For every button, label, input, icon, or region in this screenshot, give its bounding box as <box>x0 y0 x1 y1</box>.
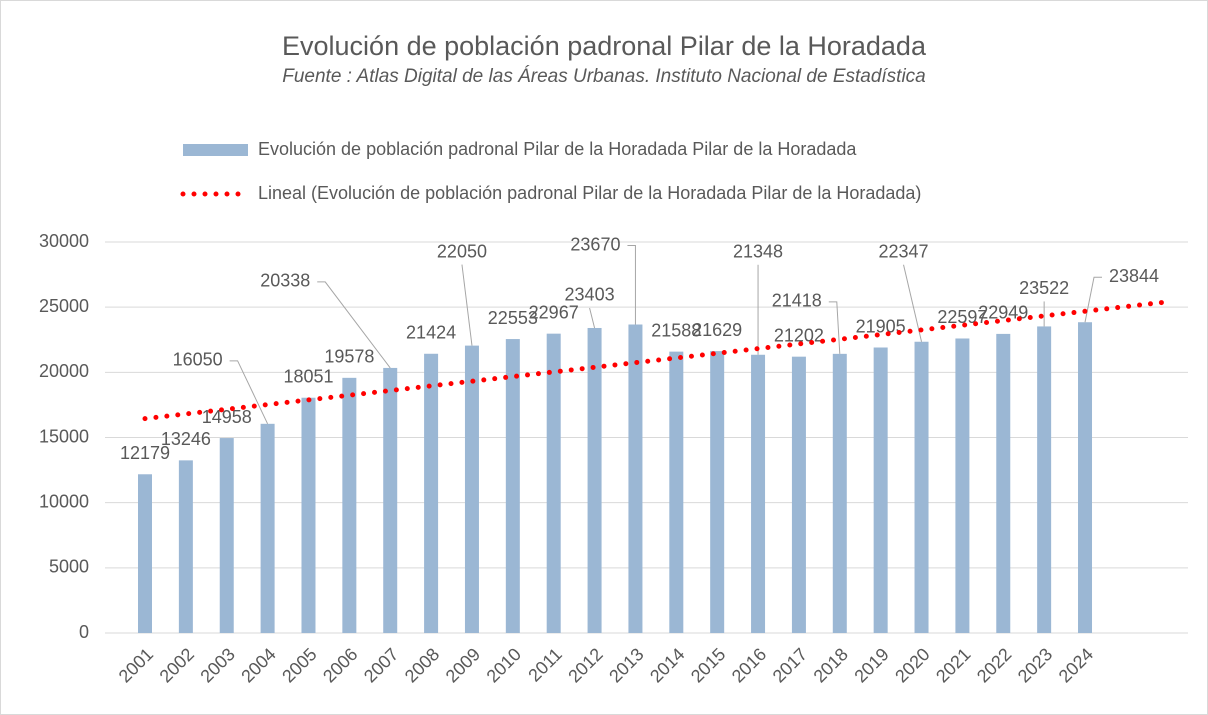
bar <box>464 345 479 633</box>
legend-label: Lineal (Evolución de población padronal … <box>258 183 921 203</box>
bar <box>546 333 561 633</box>
data-label: 18051 <box>283 366 333 386</box>
data-label: 20338 <box>260 271 310 291</box>
leader-line <box>229 360 269 425</box>
bar <box>1078 322 1093 633</box>
bar <box>342 377 357 633</box>
bar <box>383 367 398 633</box>
leader-line <box>317 281 391 369</box>
y-tick-label: 15000 <box>39 426 89 446</box>
chart-title: Evolución de población padronal Pilar de… <box>282 31 927 61</box>
leader-line <box>828 301 841 354</box>
trend-line <box>142 299 1170 422</box>
data-label: 12179 <box>120 443 170 463</box>
leader-line <box>461 264 473 346</box>
data-label: 23403 <box>565 285 615 305</box>
data-label: 16050 <box>173 350 223 370</box>
bar <box>791 356 806 633</box>
data-label: 21348 <box>733 242 783 262</box>
bar <box>260 423 275 633</box>
chart-subtitle: Fuente : Atlas Digital de las Áreas Urba… <box>282 66 926 87</box>
legend-label: Evolución de población padronal Pilar de… <box>258 139 857 159</box>
bar <box>178 460 193 633</box>
data-label: 21905 <box>856 316 906 336</box>
data-label: 19578 <box>324 347 374 367</box>
bar <box>587 327 602 633</box>
leader-line <box>903 264 923 342</box>
data-label: 23844 <box>1109 266 1159 286</box>
bar <box>505 339 520 633</box>
data-label: 21424 <box>406 323 456 343</box>
data-label: 23522 <box>1019 278 1069 298</box>
data-label: 22050 <box>437 241 487 261</box>
bar <box>219 438 234 633</box>
bar <box>301 397 316 633</box>
bar <box>873 347 888 633</box>
bar <box>1037 326 1052 633</box>
data-label: 22967 <box>529 302 579 322</box>
bar <box>996 333 1011 633</box>
y-tick-label: 0 <box>79 622 89 642</box>
y-tick-label: 10000 <box>39 491 89 511</box>
data-label: 22553 <box>488 308 538 328</box>
bar <box>832 353 847 633</box>
data-label: 14958 <box>202 407 252 427</box>
data-label: 21418 <box>772 291 822 311</box>
bar <box>628 324 643 633</box>
data-label: 23670 <box>570 234 620 254</box>
y-tick-label: 5000 <box>49 557 89 577</box>
data-label: 21588 <box>651 320 701 340</box>
bar <box>914 341 929 633</box>
data-label: 13246 <box>161 429 211 449</box>
y-tick-label: 25000 <box>39 296 89 316</box>
data-label: 22949 <box>978 303 1028 323</box>
bar <box>669 351 684 633</box>
bar <box>424 353 439 633</box>
leader-line <box>1084 276 1103 323</box>
y-tick-label: 30000 <box>39 231 89 251</box>
y-tick-label: 20000 <box>39 361 89 381</box>
data-label: 22347 <box>878 241 928 261</box>
bar <box>955 338 970 633</box>
leader-line <box>589 307 596 329</box>
bar <box>710 351 725 633</box>
bar <box>138 474 152 633</box>
leader-line <box>627 245 636 325</box>
bar <box>751 354 766 633</box>
data-label: 21629 <box>692 320 742 340</box>
legend-swatch <box>183 144 248 156</box>
